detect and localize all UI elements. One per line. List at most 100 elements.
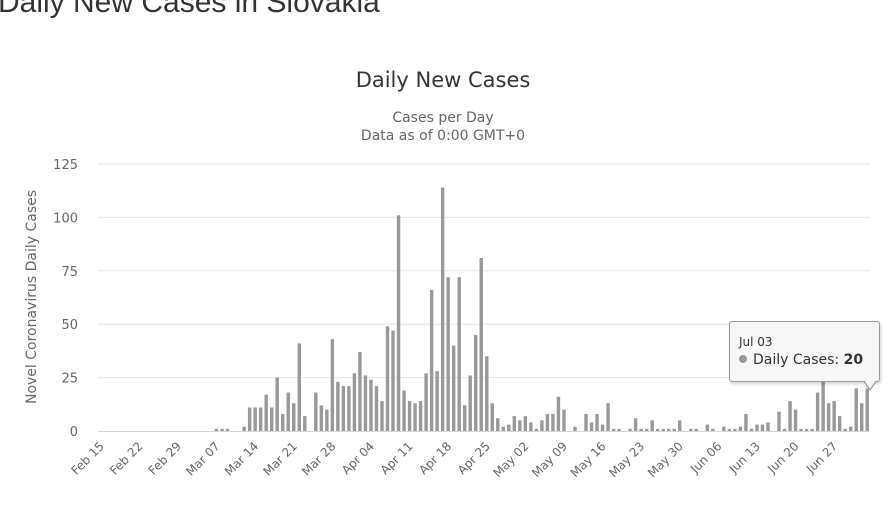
bar-mar-13[interactable] (247, 407, 252, 431)
bar-apr-25[interactable] (485, 356, 489, 431)
bar-may-01[interactable] (518, 420, 522, 431)
bar-jun-27[interactable] (832, 401, 836, 431)
bar-apr-28[interactable] (501, 426, 506, 431)
bar-may-14[interactable] (589, 422, 594, 431)
bar-may-19[interactable] (617, 428, 621, 431)
bar-jun-26[interactable] (826, 403, 831, 431)
bar-may-23[interactable] (639, 428, 643, 431)
bar-mar-09[interactable] (225, 428, 230, 431)
bar-jun-29[interactable] (843, 428, 847, 431)
bar-apr-15[interactable] (429, 290, 434, 431)
bar-jun-02[interactable] (694, 428, 699, 431)
bar-apr-12[interactable] (413, 403, 417, 431)
bar-mar-21[interactable] (292, 403, 296, 431)
bar-may-13[interactable] (584, 413, 588, 431)
bar-mar-16[interactable] (264, 394, 268, 431)
bar-jun-15[interactable] (766, 422, 770, 431)
bar-jul-02[interactable] (860, 403, 864, 431)
bar-apr-26[interactable] (490, 403, 494, 431)
bar-may-05[interactable] (540, 420, 544, 431)
bar-may-27[interactable] (661, 428, 665, 431)
bar-apr-11[interactable] (407, 401, 412, 431)
bar-jun-24[interactable] (815, 392, 820, 431)
bar-mar-31[interactable] (347, 386, 351, 431)
bar-may-22[interactable] (633, 418, 638, 431)
bar-jun-05[interactable] (711, 428, 715, 431)
bar-apr-10[interactable] (402, 390, 406, 431)
bar-apr-04[interactable] (369, 379, 373, 431)
bar-jun-19[interactable] (788, 401, 792, 431)
bar-may-29[interactable] (672, 428, 676, 431)
bar-jun-22[interactable] (804, 428, 809, 431)
bar-apr-20[interactable] (457, 277, 461, 431)
bar-may-16[interactable] (600, 424, 605, 431)
bar-may-15[interactable] (595, 413, 599, 431)
bar-mar-27[interactable] (325, 409, 329, 431)
bar-may-26[interactable] (655, 428, 660, 431)
bar-apr-30[interactable] (512, 416, 517, 431)
bar-mar-30[interactable] (341, 386, 346, 431)
bar-jun-21[interactable] (799, 428, 803, 431)
bar-jun-12[interactable] (749, 428, 754, 431)
bar-mar-15[interactable] (258, 407, 263, 431)
bar-may-03[interactable] (529, 422, 533, 431)
bar-may-02[interactable] (523, 416, 528, 431)
bar-mar-22[interactable] (297, 343, 301, 431)
bar-jun-30[interactable] (848, 426, 853, 431)
bar-may-30[interactable] (678, 420, 682, 431)
bar-apr-19[interactable] (451, 345, 456, 431)
bar-may-24[interactable] (644, 428, 649, 431)
bar-jun-25[interactable] (821, 369, 825, 431)
bar-apr-14[interactable] (424, 373, 428, 431)
bar-jul-01[interactable] (854, 388, 858, 431)
bar-apr-09[interactable] (396, 215, 401, 431)
bar-jun-14[interactable] (760, 424, 765, 431)
bar-mar-18[interactable] (275, 377, 279, 431)
bar-mar-07[interactable] (214, 428, 219, 431)
bar-jun-04[interactable] (705, 424, 710, 431)
bar-jun-20[interactable] (793, 409, 798, 431)
bar-may-08[interactable] (556, 396, 561, 431)
bar-may-04[interactable] (534, 428, 539, 431)
bar-may-07[interactable] (551, 413, 555, 431)
bar-apr-07[interactable] (385, 326, 390, 431)
bar-may-25[interactable] (650, 420, 654, 431)
bar-jun-09[interactable] (733, 428, 737, 431)
bar-mar-23[interactable] (303, 416, 307, 431)
bar-apr-08[interactable] (391, 330, 395, 431)
bar-jun-08[interactable] (727, 428, 732, 431)
bar-jun-07[interactable] (722, 426, 726, 431)
bar-apr-23[interactable] (474, 334, 478, 431)
bar-jun-23[interactable] (810, 428, 814, 431)
bar-apr-27[interactable] (496, 418, 500, 431)
bar-mar-20[interactable] (286, 392, 290, 431)
bar-apr-01[interactable] (352, 373, 357, 431)
bar-apr-13[interactable] (418, 401, 423, 431)
bar-mar-25[interactable] (314, 392, 318, 431)
bar-apr-02[interactable] (358, 351, 362, 431)
bar-jun-01[interactable] (689, 428, 693, 431)
bar-apr-22[interactable] (468, 375, 472, 431)
bar-apr-06[interactable] (380, 401, 384, 431)
bar-jun-10[interactable] (738, 426, 743, 431)
bar-apr-18[interactable] (446, 277, 450, 431)
bar-mar-08[interactable] (220, 428, 224, 431)
bar-may-18[interactable] (611, 428, 616, 431)
bar-may-28[interactable] (667, 428, 671, 431)
bar-series-daily-cases[interactable] (214, 187, 869, 431)
bar-apr-03[interactable] (363, 375, 368, 431)
bar-jun-18[interactable] (782, 428, 787, 431)
bar-apr-16[interactable] (435, 371, 439, 431)
bar-jul-03[interactable] (865, 388, 869, 431)
bar-may-06[interactable] (545, 413, 550, 431)
bar-mar-26[interactable] (319, 405, 324, 431)
bar-mar-17[interactable] (269, 407, 274, 431)
bar-apr-29[interactable] (507, 424, 511, 431)
bar-apr-17[interactable] (440, 187, 445, 431)
bar-may-17[interactable] (606, 403, 610, 431)
bar-may-09[interactable] (562, 409, 566, 431)
bar-may-11[interactable] (573, 426, 577, 431)
bar-mar-29[interactable] (336, 381, 340, 431)
bar-jun-17[interactable] (777, 411, 781, 431)
bar-apr-24[interactable] (479, 257, 483, 431)
